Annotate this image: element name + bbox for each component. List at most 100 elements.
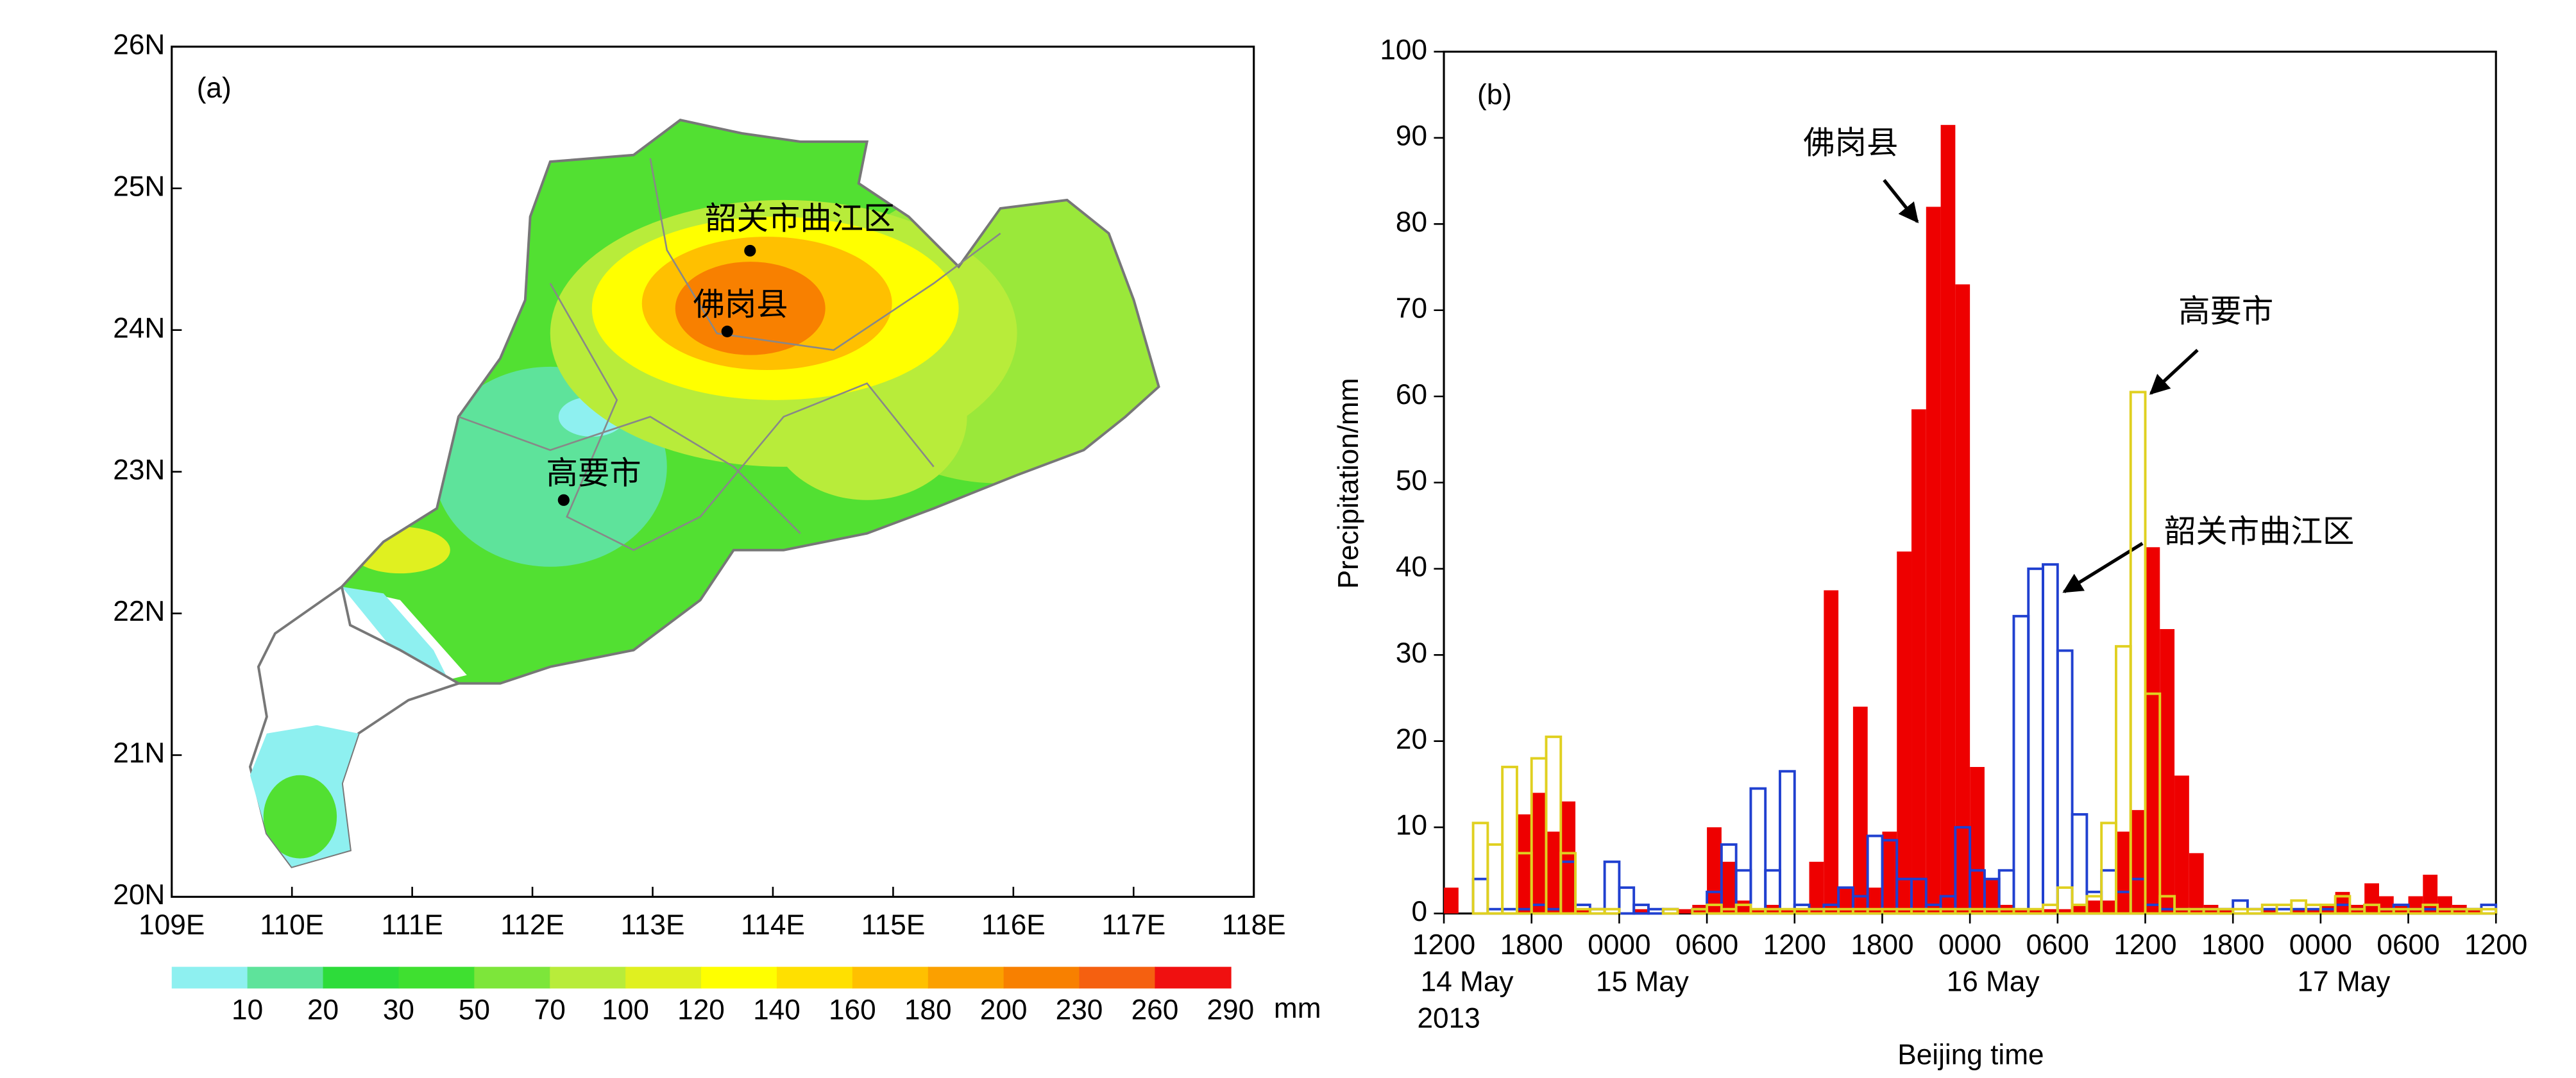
colorbar-box [247, 966, 324, 989]
bar [1634, 909, 1648, 914]
y-tick-label: 0 [1411, 896, 1427, 927]
bar [1677, 909, 1693, 914]
y-tick-label: 60 [1396, 379, 1427, 410]
year-label: 2013 [1417, 1002, 1480, 1034]
bar [2378, 896, 2394, 914]
x-tick-label: 1200 [1412, 929, 1475, 961]
arrow [2149, 348, 2199, 395]
x-tick-label: 1800 [2201, 929, 2264, 961]
bar [2232, 899, 2249, 915]
colorbar-box [852, 966, 929, 989]
bar [2189, 853, 2204, 914]
city-label: 佛岗县 [693, 285, 788, 323]
y-tick-label: 20N [113, 879, 165, 911]
x-tick-label: 112E [500, 909, 564, 941]
x-tick-label: 0600 [1675, 929, 1738, 961]
bar [1471, 877, 1489, 915]
bar [1736, 900, 1751, 914]
city-dot [744, 244, 756, 257]
x-tick-label: 115E [861, 909, 925, 941]
bar [1882, 831, 1897, 914]
annotation: 高要市 [2178, 292, 2273, 330]
y-tick-label: 30 [1396, 637, 1427, 669]
x-tick-label: 0600 [2026, 929, 2089, 961]
bar [1779, 770, 1796, 915]
date-label: 17 May [2297, 966, 2390, 997]
panel-label: (a) [197, 72, 232, 104]
bar [1444, 888, 1459, 914]
bar [1561, 801, 1576, 914]
x-tick-label: 0600 [2377, 929, 2439, 961]
x-tick-label: 1200 [2114, 929, 2176, 961]
bar [1824, 590, 1839, 914]
colorbar-label: 30 [383, 994, 414, 1025]
bar [1779, 909, 1795, 914]
bar [1588, 907, 1606, 915]
y-tick-label: 100 [1380, 34, 1427, 65]
colorbar-label: 50 [459, 994, 490, 1025]
y-tick-label: 26N [113, 29, 165, 60]
colorbar-box [171, 966, 248, 989]
date-label: 16 May [1947, 966, 2040, 997]
bar [2100, 821, 2117, 915]
x-tick-label: 0000 [1588, 929, 1650, 961]
bar [2144, 692, 2162, 915]
x-tick-label: 1800 [1500, 929, 1563, 961]
bar [1618, 886, 1636, 915]
bar [2115, 831, 2131, 914]
colorbar-label: 200 [980, 994, 1028, 1025]
bar [2101, 900, 2116, 914]
bar [2057, 909, 2072, 914]
colorbar-label: 70 [534, 994, 566, 1025]
bar [2056, 886, 2074, 915]
bar [2174, 775, 2189, 914]
bar [1603, 907, 1621, 915]
colorbar-box [701, 966, 778, 989]
bar [2232, 907, 2249, 915]
bar [2012, 614, 2030, 915]
bar [1867, 888, 1883, 914]
arrow [1883, 179, 1919, 224]
bar [1721, 861, 1736, 914]
date-label: 15 May [1596, 966, 1689, 997]
bar [2334, 895, 2351, 915]
colorbar-box [1079, 966, 1156, 989]
colorbar-unit: mm [1274, 993, 1321, 1024]
bar [2306, 909, 2321, 914]
bar [1749, 787, 1767, 915]
bar [1647, 907, 1665, 915]
colorbar-box [398, 966, 475, 989]
colorbar-box [625, 966, 702, 989]
bar [2291, 909, 2307, 914]
date-label: 14 May [1421, 966, 1514, 997]
bar [1559, 852, 1577, 915]
city-label: 韶关市曲江区 [705, 200, 895, 237]
bar [2129, 391, 2147, 915]
bar [1955, 284, 1970, 914]
bar [1838, 888, 1853, 914]
bar [1603, 860, 1621, 915]
bar [1926, 206, 1941, 914]
bar [2043, 909, 2058, 914]
bar [1575, 909, 1590, 914]
bar [2364, 883, 2379, 914]
city-dot [721, 325, 733, 337]
bar [1471, 821, 1489, 915]
y-tick-label: 24N [113, 312, 165, 344]
bar [1984, 879, 1999, 914]
bar [1970, 766, 1985, 914]
colorbar-label: 290 [1207, 994, 1254, 1025]
y-tick-label: 80 [1396, 206, 1427, 238]
colorbar-box [928, 966, 1004, 989]
y-tick-label: 21N [113, 737, 165, 769]
x-tick-label: 0000 [2289, 929, 2352, 961]
colorbar-label: 160 [829, 994, 876, 1025]
bar [1940, 124, 1956, 914]
bar [1707, 827, 1722, 914]
colorbar-box [776, 966, 854, 989]
x-tick-label: 110E [260, 909, 324, 941]
bar [2028, 909, 2044, 914]
bar [1531, 793, 1546, 914]
